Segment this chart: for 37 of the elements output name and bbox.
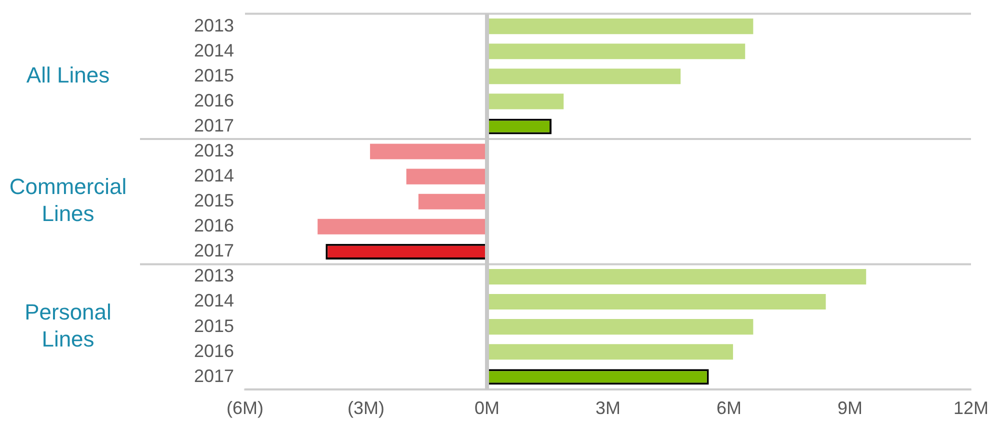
bar — [487, 44, 746, 60]
x-tick-label: 12M — [953, 398, 989, 418]
bar — [487, 319, 754, 335]
y-tick-label: 2016 — [194, 340, 234, 361]
y-tick-label: 2016 — [194, 90, 234, 110]
text: All Lines — [26, 62, 110, 88]
y-tick-label: 2014 — [194, 290, 234, 311]
x-tick-label: (3M) — [348, 398, 384, 418]
x-tick-label: 0M — [474, 398, 500, 418]
y-tick-label: 2015 — [194, 316, 234, 336]
y-tick-label: 2015 — [194, 65, 234, 86]
y-tick-label: 2014 — [194, 166, 234, 186]
x-tick-label: 6M — [716, 398, 742, 418]
y-tick-label: 2017 — [194, 240, 234, 261]
bar — [487, 68, 681, 84]
y-tick-label: 2013 — [194, 140, 234, 160]
bar — [370, 144, 487, 160]
y-tick-label: 2015 — [194, 190, 234, 211]
bar — [487, 344, 734, 360]
x-tick-label: 9M — [837, 398, 863, 418]
y-tick-label: 2017 — [194, 115, 234, 136]
x-tick-label: (6M) — [226, 398, 264, 418]
bar — [406, 168, 487, 184]
y-tick-label: 2013 — [194, 15, 234, 36]
y-tick-label: 2016 — [194, 216, 234, 236]
bar — [487, 268, 866, 284]
bar — [318, 218, 487, 234]
y-tick-label: 2014 — [194, 40, 234, 60]
y-tick-label: 2017 — [194, 366, 234, 386]
bar — [487, 18, 754, 34]
text: Commercial Lines — [9, 174, 127, 226]
bar — [487, 94, 564, 110]
x-tick-label: 3M — [595, 398, 621, 418]
bar — [418, 194, 487, 210]
bar — [487, 294, 826, 310]
y-tick-label: 2013 — [194, 266, 234, 286]
text: Personal Lines — [24, 299, 112, 352]
